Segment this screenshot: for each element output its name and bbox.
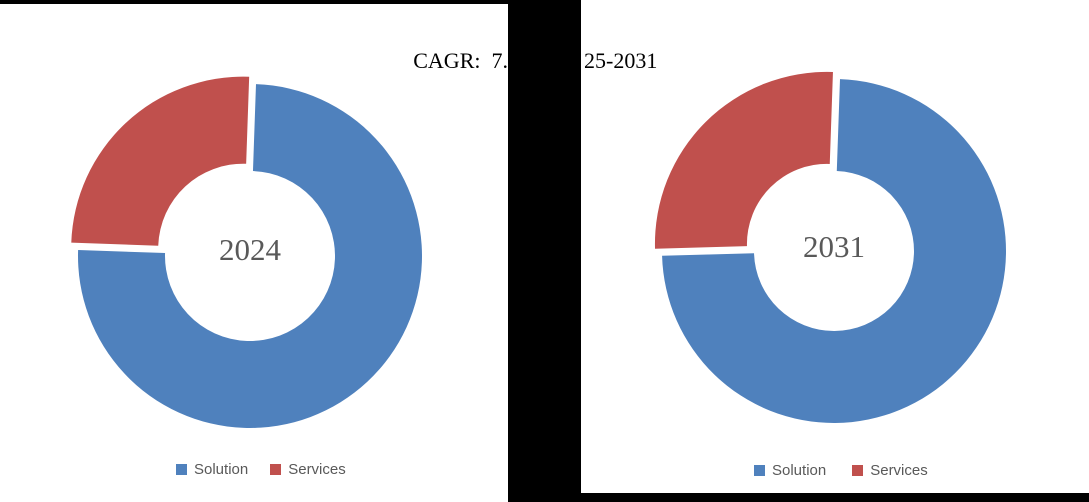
legend-swatch-services bbox=[852, 465, 864, 476]
donut-chart-left bbox=[71, 76, 422, 428]
donut-chart-right bbox=[654, 71, 1007, 423]
legend-item-solution: Solution bbox=[176, 461, 248, 478]
redaction-bottom-strip bbox=[508, 493, 1089, 502]
legend-label: Services bbox=[870, 462, 928, 479]
donut-segment-solution bbox=[77, 84, 422, 428]
donut-center-label-right: 2031 bbox=[803, 229, 865, 264]
legend-item-services: Services bbox=[852, 462, 928, 479]
legend-label: Solution bbox=[194, 461, 249, 478]
legend-item-services: Services bbox=[270, 461, 346, 478]
donut-segment-services bbox=[71, 76, 250, 246]
legend-swatch-solution bbox=[754, 465, 765, 476]
donut-center-label-left: 2024 bbox=[219, 232, 281, 267]
legend-swatch-solution bbox=[176, 464, 187, 475]
redaction-top-strip bbox=[0, 0, 581, 4]
legend-swatch-services bbox=[270, 464, 282, 475]
cagr-title-fragment-left: CAGR: 7. bbox=[413, 48, 508, 73]
legend-left: Solution Services bbox=[176, 461, 346, 478]
legend-label: Services bbox=[288, 461, 346, 478]
redaction-vertical-bar bbox=[508, 0, 581, 502]
legend-item-solution: Solution bbox=[754, 462, 826, 479]
legend-label: Solution bbox=[772, 462, 827, 479]
cagr-title-fragment-right: 25-2031 bbox=[584, 48, 658, 73]
donut-segment-solution bbox=[662, 79, 1007, 423]
legend-right: Solution Services bbox=[754, 462, 928, 479]
donut-segment-services bbox=[654, 71, 833, 249]
